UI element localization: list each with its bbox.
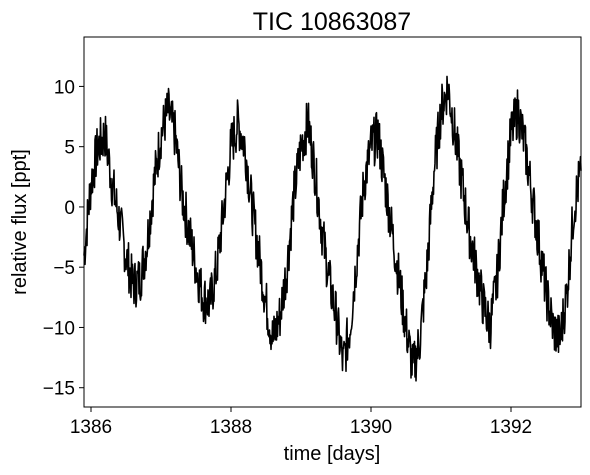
y-tick-label: −10 [43, 318, 75, 339]
x-tick-label: 1386 [70, 417, 112, 438]
y-tick-label: −5 [53, 258, 75, 279]
y-tick-label: 10 [54, 77, 75, 98]
y-tick-label: 5 [64, 138, 75, 159]
chart-title: TIC 10863087 [253, 8, 411, 36]
y-tick-label: −15 [43, 379, 75, 400]
plot-frame [84, 37, 581, 407]
x-tick-label: 1388 [210, 417, 252, 438]
x-axis-label: time [days] [284, 443, 381, 465]
y-axis-label: relative flux [ppt] [9, 149, 31, 295]
x-axis: 1386 1388 1390 1392 [70, 407, 532, 438]
x-tick-label: 1390 [350, 417, 392, 438]
x-tick-label: 1392 [490, 417, 532, 438]
y-axis: −15 −10 −5 0 5 10 [43, 77, 84, 399]
series-line [84, 76, 581, 380]
y-tick-label: 0 [64, 198, 75, 219]
plot-area [84, 37, 581, 407]
